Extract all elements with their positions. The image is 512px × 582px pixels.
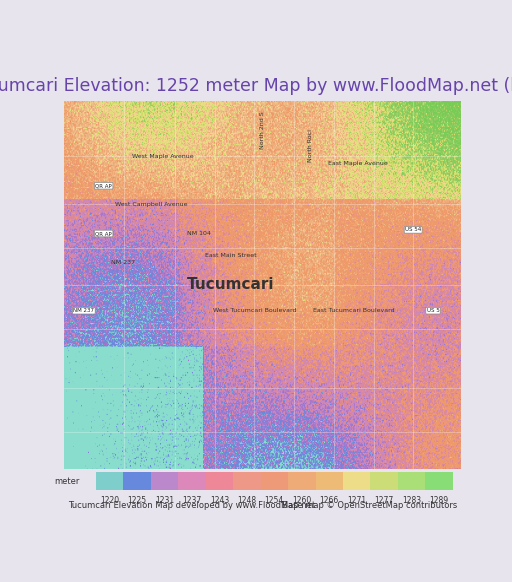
Bar	[96, 473, 123, 489]
Text: East Maple Avenue: East Maple Avenue	[328, 161, 388, 166]
Text: Base map © OpenStreetMap contributors: Base map © OpenStreetMap contributors	[282, 501, 457, 510]
Text: 1266: 1266	[319, 496, 339, 505]
Bar	[343, 473, 371, 489]
Text: West Maple Avenue: West Maple Avenue	[133, 154, 194, 159]
Bar	[206, 473, 233, 489]
Text: 1220: 1220	[100, 496, 119, 505]
Text: 1231: 1231	[155, 496, 174, 505]
Text: NM 237: NM 237	[73, 308, 94, 313]
Text: North 2nd S: North 2nd S	[260, 112, 265, 150]
Text: meter: meter	[54, 477, 80, 485]
Text: North Roci: North Roci	[308, 129, 312, 162]
Text: 1271: 1271	[347, 496, 366, 505]
Bar	[261, 473, 288, 489]
Text: 1225: 1225	[127, 496, 146, 505]
Text: 1237: 1237	[182, 496, 202, 505]
Text: Tucumcari Elevation Map developed by www.FloodMap.net: Tucumcari Elevation Map developed by www…	[68, 501, 315, 510]
Text: US 54: US 54	[405, 228, 421, 232]
Text: NM 237: NM 237	[112, 260, 136, 265]
Text: 1283: 1283	[402, 496, 421, 505]
Text: 1248: 1248	[237, 496, 257, 505]
Bar	[371, 473, 398, 489]
Text: QR AP: QR AP	[95, 231, 112, 236]
Bar	[315, 473, 343, 489]
Text: 1289: 1289	[430, 496, 449, 505]
Bar	[398, 473, 425, 489]
Text: West Tucumcari Boulevard: West Tucumcari Boulevard	[212, 308, 296, 313]
Bar	[151, 473, 178, 489]
Text: Tucumcari Elevation: 1252 meter Map by www.FloodMap.net (beta): Tucumcari Elevation: 1252 meter Map by w…	[0, 76, 512, 94]
Bar	[123, 473, 151, 489]
Bar	[425, 473, 453, 489]
Text: 1254: 1254	[265, 496, 284, 505]
Text: US 5: US 5	[426, 308, 439, 313]
Text: 1243: 1243	[210, 496, 229, 505]
Text: 1260: 1260	[292, 496, 311, 505]
Text: East Tucumcari Boulevard: East Tucumcari Boulevard	[313, 308, 394, 313]
Bar	[178, 473, 206, 489]
Bar	[233, 473, 261, 489]
Text: West Campbell Avenue: West Campbell Avenue	[115, 201, 187, 207]
Text: 1277: 1277	[375, 496, 394, 505]
Text: QR AP: QR AP	[95, 183, 112, 188]
Text: NM 104: NM 104	[187, 231, 211, 236]
Text: Tucumcari: Tucumcari	[187, 278, 274, 292]
Text: East Main Street: East Main Street	[205, 253, 257, 258]
Bar	[288, 473, 315, 489]
